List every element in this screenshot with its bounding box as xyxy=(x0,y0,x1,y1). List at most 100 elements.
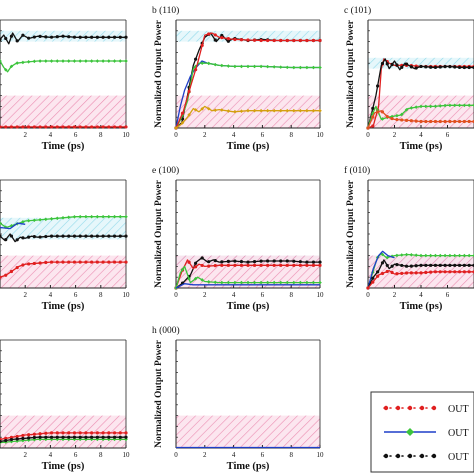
panel-e-series-0-point-3 xyxy=(194,261,198,265)
panel-d-series-3-point-6 xyxy=(32,261,36,266)
panel-h-xtick-label-3: 6 xyxy=(261,451,265,459)
panel-a-series-2-point-20 xyxy=(112,125,117,129)
panel-f-series-2-point-9 xyxy=(409,264,413,268)
panel-g-series-2-point-20 xyxy=(112,435,117,439)
panel-g-series-0-point-22 xyxy=(124,431,128,435)
panel-e-series-1-point-2 xyxy=(187,260,191,264)
panel-d-series-3-point-17 xyxy=(95,260,99,264)
panel-a-series-2-point-6 xyxy=(32,125,36,129)
panel-a-series-2-point-8 xyxy=(44,125,48,129)
panel-c-series-3-point-3 xyxy=(380,110,385,114)
panel-a-series-1-point-15 xyxy=(84,59,88,63)
panel-e-series-1-point-22 xyxy=(318,263,322,267)
panel-b-series-2-point-14 xyxy=(265,64,270,69)
panel-d-series-1-line xyxy=(0,222,26,230)
panel-d-series-0-point-9 xyxy=(49,216,54,221)
panel-f-series-0-point-21 xyxy=(467,253,471,258)
panel-a-series-1-point-1 xyxy=(3,67,8,72)
panel-f-series-2-point-4 xyxy=(385,263,389,268)
panel-a-xtick-label-0: 2 xyxy=(23,131,27,139)
panel-b-series-4-point-7 xyxy=(220,108,224,112)
panel-a-series-1-point-5 xyxy=(26,60,31,64)
panel-a-xlabel: Time (ps) xyxy=(42,141,85,152)
panel-f-series-3-point-4 xyxy=(385,269,389,274)
panel-e-series-0-point-8 xyxy=(226,259,230,263)
panel-c-series-1-point-17 xyxy=(448,65,452,69)
panel-f-series-2-point-6 xyxy=(395,263,399,267)
panel-b-series-2-point-13 xyxy=(259,64,263,69)
panel-f-series-3-point-19 xyxy=(457,270,462,274)
panel-c-series-0-point-1 xyxy=(371,124,375,128)
panel-e-series-1-point-14 xyxy=(266,263,270,267)
panel-d-series-0-point-2 xyxy=(9,223,14,228)
panel-a-series-0-point-17 xyxy=(95,35,99,39)
panel-f-series-2-point-14 xyxy=(433,263,438,267)
panel-a-series-1-point-9 xyxy=(49,59,54,63)
panel-g-series-2-point-21 xyxy=(118,435,122,439)
panel-e-series-0-point-14 xyxy=(266,259,270,263)
panel-c-series-3-point-4 xyxy=(385,115,389,119)
panel-g-series-2-point-18 xyxy=(101,435,105,439)
panel-f-series-3-point-18 xyxy=(453,270,457,274)
panel-d-series-0-point-4 xyxy=(21,220,25,224)
panel-e-series-0-point-21 xyxy=(311,260,316,264)
panel-b-series-2-point-17 xyxy=(285,65,290,70)
panel-e-series-0-point-5 xyxy=(207,260,211,264)
panel-b-ylabel: Normalized Output Power xyxy=(154,19,164,127)
panel-g-series-0-point-6 xyxy=(32,432,36,436)
panel-e-series-2-point-14 xyxy=(265,280,270,285)
panel-f-series-0-point-17 xyxy=(448,253,452,258)
panel-b-series-3-point-15 xyxy=(272,38,276,43)
panel-c-series-3-point-14 xyxy=(433,119,438,124)
panel-g-series-2-point-5 xyxy=(27,436,31,440)
panel-f-series-1-line xyxy=(367,250,395,289)
panel-h-title: h (000) xyxy=(152,325,180,336)
panel-c-series-3-point-5 xyxy=(390,116,394,121)
panel-f-series-2-point-8 xyxy=(404,264,409,268)
panel-d-series-0-point-0 xyxy=(0,221,2,225)
panel-d-series-0-point-5 xyxy=(26,218,31,223)
panel-d-series-0-point-8 xyxy=(44,217,48,222)
panel-a-series-2-point-0 xyxy=(0,125,2,129)
panel-d-series-3-point-13 xyxy=(72,260,77,264)
panel-f-series-0-point-11 xyxy=(419,253,423,258)
panel-d-series-0-point-6 xyxy=(32,218,37,223)
panel-b-series-0-point-3 xyxy=(194,57,198,61)
panel-g-series-0-point-21 xyxy=(118,431,122,435)
panel-c-series-3-point-11 xyxy=(419,119,423,124)
legend-label-blue: OUT xyxy=(448,428,469,439)
panel-a-series-1-point-21 xyxy=(118,59,123,63)
panel-b-series-4-point-1 xyxy=(180,120,185,125)
panel-d-series-3-point-18 xyxy=(101,260,105,264)
panel-d-series-0-point-13 xyxy=(72,215,77,219)
panel-b-series-3-point-3 xyxy=(194,68,198,72)
panel-g-xtick-label-4: 10 xyxy=(123,451,131,459)
panel-d-series-0-point-12 xyxy=(66,215,71,220)
panel-b-series-3-point-13 xyxy=(259,38,263,43)
panel-h-xtick-label-0: 0 xyxy=(174,451,178,459)
panel-d-series-3-point-9 xyxy=(49,260,54,264)
panel-b-xtick-label-0: 0 xyxy=(174,131,178,139)
panel-f-series-0-point-19 xyxy=(457,253,462,258)
panel-f-series-0-point-4 xyxy=(385,255,390,260)
panel-b-series-3-point-2 xyxy=(187,89,191,94)
panel-c-series-3-point-17 xyxy=(448,119,452,124)
panel-a-series-1-point-3 xyxy=(15,61,19,65)
panel-d-xtick-label-1: 4 xyxy=(49,291,53,299)
panel-a-series-0-point-7 xyxy=(38,34,42,38)
panel-e-series-1-point-20 xyxy=(305,263,309,267)
panel-g-xlabel: Time (ps) xyxy=(42,461,85,472)
panel-c-series-2-point-8 xyxy=(404,107,409,112)
panel-c-series-2-point-6 xyxy=(395,113,399,118)
panels-layer: 2 4 6 8 10 Time (ps) 0 2 4 6 8 10 Time (ps) Normalize… xyxy=(0,5,474,472)
panel-a-series-0-point-19 xyxy=(107,35,111,39)
panel-a-series-1-point-6 xyxy=(32,59,37,64)
panel-e-series-1-point-21 xyxy=(311,263,316,267)
panel-h-xtick-label-1: 2 xyxy=(203,451,207,459)
panel-b-series-3-point-5 xyxy=(207,32,211,36)
panel-b-series-4-point-9 xyxy=(233,109,237,114)
panel-a-series-2-point-11 xyxy=(61,125,65,129)
panel-f-series-3-point-7 xyxy=(400,271,404,275)
panel-d-series-2-point-2 xyxy=(9,234,14,238)
